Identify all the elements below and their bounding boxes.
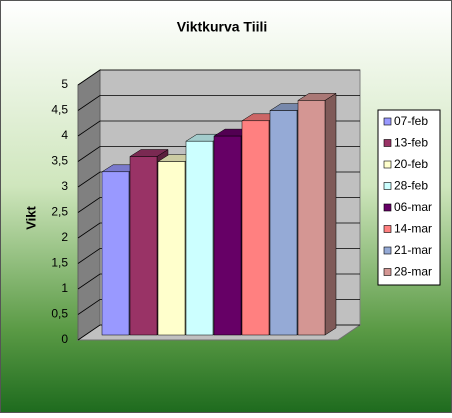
y-tick-label: 4,5: [51, 103, 68, 117]
y-tick-label: 4: [61, 128, 68, 142]
y-tick-label: 0,5: [51, 307, 68, 321]
y-tick-label: 2: [61, 230, 68, 244]
legend-label: 06-mar: [394, 200, 432, 214]
grid-line: [77, 95, 360, 111]
legend-label: 14-mar: [394, 222, 432, 236]
legend-swatch: [383, 139, 392, 147]
grid-line: [77, 69, 360, 86]
y-tick-label: 1,5: [51, 256, 68, 270]
bar: [129, 156, 158, 336]
legend-label: 21-mar: [394, 243, 432, 257]
y-tick-label: 0: [61, 332, 68, 346]
bar: [101, 171, 130, 336]
legend-label: 13-feb: [394, 136, 428, 150]
legend-label: 28-feb: [394, 179, 428, 193]
legend-swatch: [383, 160, 392, 169]
y-tick-label: 3,5: [51, 154, 68, 168]
bar: [185, 140, 214, 336]
y-axis-label: Vikt: [23, 206, 38, 230]
bar-side: [324, 92, 337, 336]
legend-swatch: [383, 246, 392, 255]
y-tick-label: 2,5: [51, 205, 68, 219]
legend-label: 20-feb: [394, 157, 428, 171]
y-tick-label: 3: [61, 179, 68, 193]
bar: [241, 120, 270, 336]
legend-swatch: [383, 182, 392, 190]
bar: [297, 100, 326, 336]
legend-swatch: [383, 268, 392, 276]
y-tick-label: 5: [61, 77, 68, 91]
legend-swatch: [383, 225, 392, 233]
chart-title: Viktkurva Tiili: [177, 19, 268, 35]
legend-swatch: [383, 203, 392, 212]
legend: [377, 109, 441, 286]
legend-swatch: [383, 117, 392, 126]
legend-label: 07-feb: [394, 114, 428, 128]
bar: [157, 161, 186, 336]
bar: [269, 110, 298, 336]
bar: [213, 135, 242, 336]
legend-label: 28-mar: [394, 265, 432, 279]
y-tick-label: 1: [61, 281, 68, 295]
